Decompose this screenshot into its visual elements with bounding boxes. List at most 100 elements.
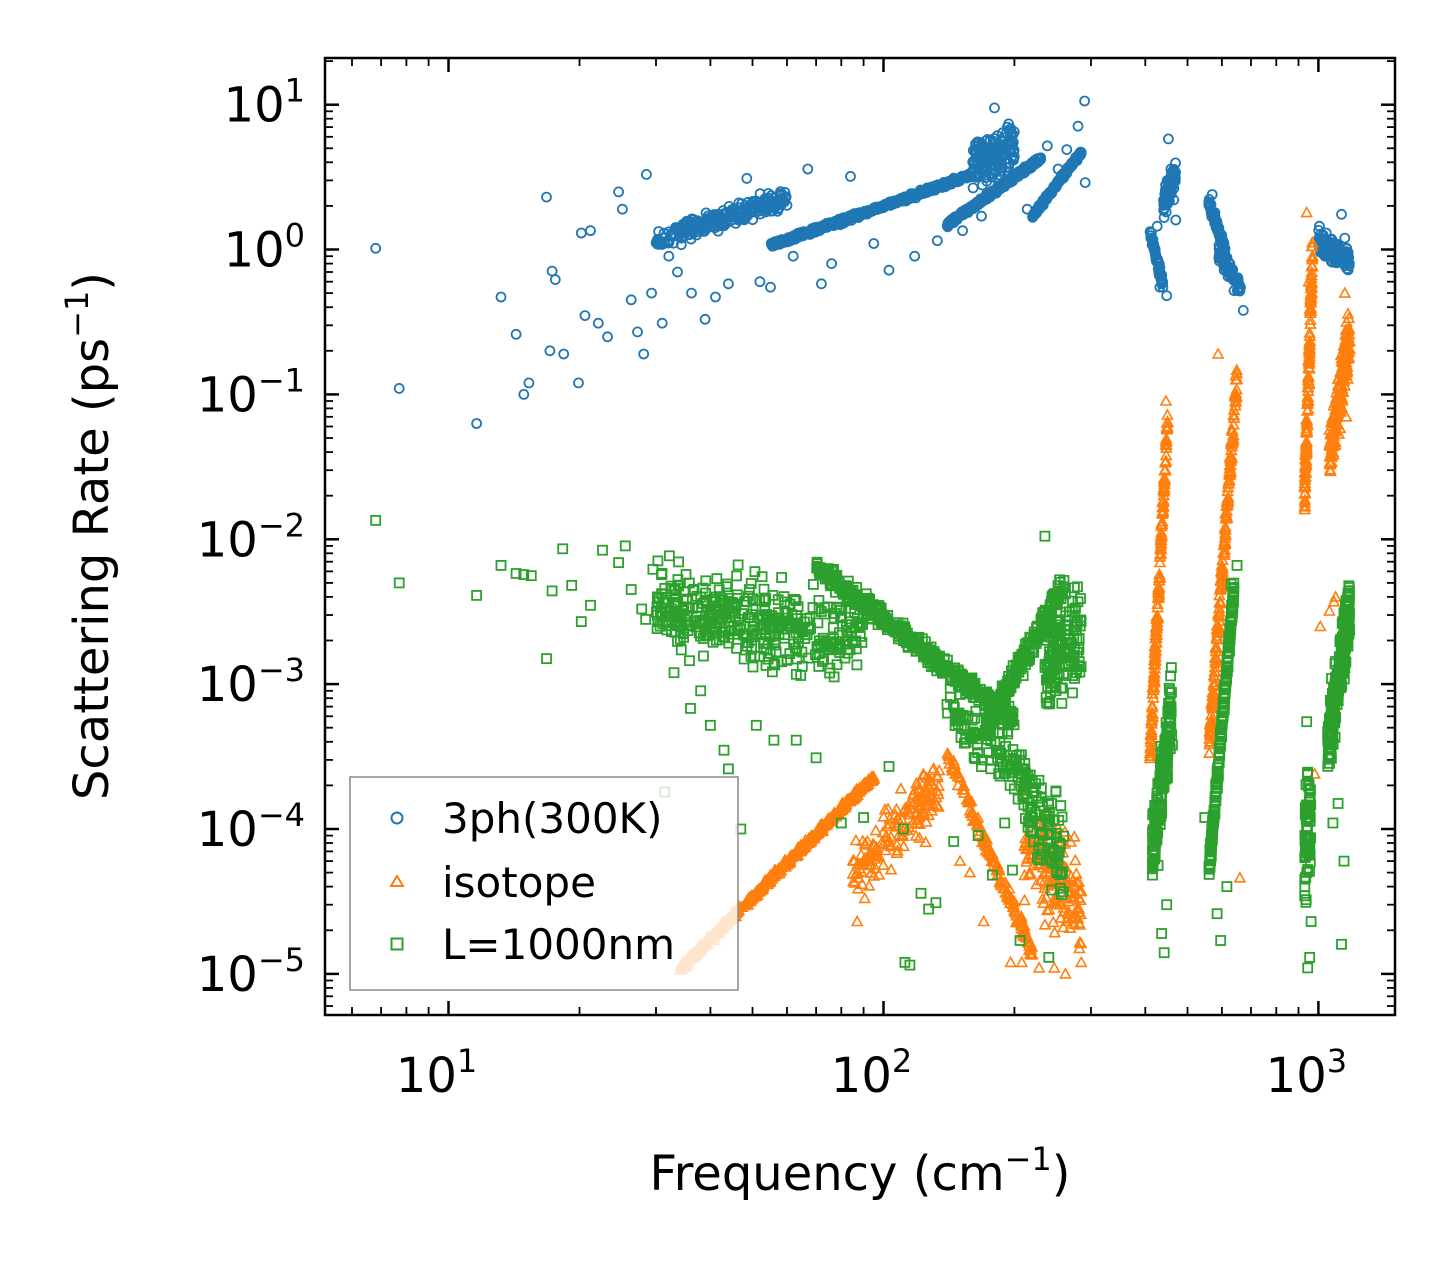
data-point-3ph [718, 209, 729, 221]
data-point-3ph [701, 222, 713, 234]
data-point-isotope [849, 833, 863, 846]
data-point-3ph [868, 238, 880, 249]
data-point-3ph [1170, 214, 1182, 226]
data-point-isotope [913, 831, 926, 843]
data-point-3ph [1061, 144, 1073, 156]
data-point-3ph [1026, 159, 1038, 171]
data-point-isotope [895, 828, 908, 841]
data-point-3ph [672, 266, 683, 278]
data-point-3ph [945, 215, 957, 227]
data-point-3ph [968, 201, 979, 213]
data-point-3ph [686, 224, 697, 236]
data-point-isotope [765, 868, 779, 880]
data-point-isotope [788, 849, 802, 861]
data-point-3ph [541, 191, 552, 203]
data-point-isotope [930, 784, 944, 796]
data-point-3ph [1334, 252, 1346, 264]
data-point-3ph [544, 345, 556, 357]
data-point-isotope [783, 852, 797, 864]
data-point-3ph [715, 219, 727, 231]
data-point-3ph [679, 218, 691, 230]
data-point-3ph [686, 287, 697, 299]
data-point-3ph [816, 278, 827, 290]
data-point-isotope [864, 858, 878, 870]
plot-data [370, 95, 1357, 979]
data-point-isotope [904, 796, 917, 808]
data-point-3ph [820, 220, 831, 231]
data-point-3ph [1016, 164, 1028, 176]
data-point-isotope [923, 789, 937, 802]
data-point-3ph [613, 186, 624, 198]
data-point-3ph [1069, 155, 1080, 167]
data-point-3ph [1038, 195, 1049, 207]
data-point-3ph [1006, 138, 1017, 150]
data-point-3ph [986, 147, 998, 158]
data-point-3ph [1342, 247, 1354, 259]
data-point-3ph [663, 250, 675, 262]
data-point-isotope [912, 798, 926, 810]
data-point-3ph [991, 146, 1003, 158]
data-point-isotope [773, 864, 787, 876]
data-point-isotope [897, 839, 910, 852]
data-point-3ph [638, 348, 650, 360]
data-point-3ph [1151, 220, 1163, 232]
data-point-3ph [1336, 208, 1347, 220]
data-point-3ph [1339, 260, 1351, 272]
data-point-isotope [908, 794, 922, 807]
data-point-3ph [558, 348, 570, 360]
data-point-3ph [518, 388, 530, 400]
data-point-3ph [1051, 180, 1063, 191]
data-point-3ph [1168, 194, 1180, 206]
data-point-3ph [549, 274, 561, 286]
data-point-3ph [786, 233, 797, 245]
data-point-3ph [989, 102, 1000, 114]
data-point-3ph [707, 211, 718, 223]
data-point-3ph [797, 228, 809, 240]
data-point-3ph [774, 236, 786, 248]
data-point-3ph [957, 225, 968, 237]
data-point-3ph [734, 207, 745, 219]
data-point-isotope [912, 801, 925, 814]
data-point-isotope [932, 800, 945, 812]
data-point-3ph [948, 174, 959, 186]
data-point-3ph [699, 313, 711, 325]
data-point-isotope [754, 882, 768, 895]
data-point-isotope [897, 804, 911, 816]
data-point-3ph [1041, 140, 1053, 152]
data-point-3ph [646, 287, 657, 299]
data-point-3ph [1210, 217, 1221, 229]
data-point-isotope [738, 897, 752, 910]
data-point-3ph [1320, 227, 1332, 239]
data-point-3ph [1066, 157, 1078, 169]
data-point-3ph [754, 276, 766, 288]
data-point-3ph [579, 310, 591, 322]
data-point-3ph [1003, 161, 1015, 173]
data-point-isotope [884, 863, 898, 875]
data-point-3ph [652, 233, 663, 245]
data-point-isotope [906, 816, 920, 829]
data-point-3ph [1158, 198, 1170, 210]
data-point-3ph [860, 208, 871, 219]
data-point-3ph [625, 294, 637, 306]
data-point-3ph [1145, 227, 1157, 239]
data-point-3ph [973, 144, 985, 156]
data-point-3ph [573, 377, 584, 389]
data-point-isotope [846, 853, 860, 866]
data-point-3ph [776, 198, 787, 210]
data-point-isotope [894, 782, 908, 794]
data-point-3ph [1005, 145, 1016, 157]
data-point-3ph [510, 328, 522, 340]
data-point-isotope [851, 882, 865, 894]
data-point-isotope [910, 777, 923, 789]
data-point-3ph [780, 233, 792, 245]
data-point-3ph [1151, 255, 1163, 267]
data-point-3ph [674, 223, 685, 235]
data-point-3ph [1213, 227, 1225, 239]
data-point-3ph [1037, 199, 1049, 211]
data-point-3ph [747, 195, 759, 207]
data-point-isotope [870, 848, 883, 861]
data-point-3ph [841, 213, 852, 225]
data-point-isotope [816, 824, 830, 836]
data-point-isotope [877, 858, 890, 871]
data-point-3ph [1154, 281, 1166, 293]
